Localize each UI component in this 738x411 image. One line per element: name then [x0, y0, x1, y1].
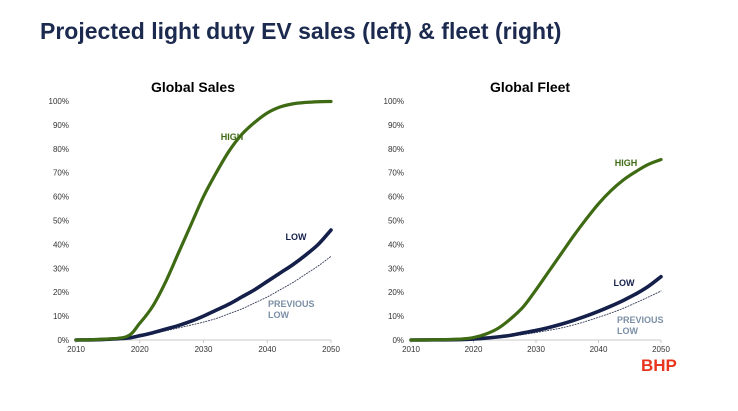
fleet-y-tick-label: 90%	[388, 121, 404, 130]
fleet-y-tick-label: 30%	[388, 264, 404, 273]
sales-high-line	[74, 99, 333, 342]
fleet-x-tick-label: 2020	[465, 345, 483, 354]
sales-y-tick-label: 40%	[53, 240, 69, 249]
fleet-y-tick-label: 70%	[388, 169, 404, 178]
sales-x-tick-label: 2010	[67, 345, 85, 354]
fleet-x-tick-label: 2010	[402, 345, 420, 354]
sales-y-tick-label: 70%	[53, 169, 69, 178]
fleet-high-line	[409, 157, 663, 342]
sales-y-tick-label: 30%	[53, 264, 69, 273]
fleet-low-label: LOW	[614, 278, 635, 288]
sales-chart-title: Global Sales	[151, 79, 235, 95]
fleet-y-tick-label: 10%	[388, 312, 404, 321]
bhp-logo: BHP	[641, 356, 677, 375]
sales-x-tick-label: 2050	[322, 345, 340, 354]
sales-y-tick-label: 10%	[53, 312, 69, 321]
sales-x-tick-label: 2040	[258, 345, 276, 354]
fleet-x-tick-label: 2050	[652, 345, 670, 354]
fleet-chart: Global Fleet 0% 10% 20% 30% 40% 50% 60% 70% 80% 90…	[384, 79, 671, 354]
sales-low-line	[74, 228, 333, 342]
sales-previous-low-line	[75, 255, 332, 341]
sales-y-tick-label: 100%	[49, 97, 69, 106]
sales-y-tick-label: 0%	[57, 336, 69, 345]
sales-low-label: LOW	[286, 232, 307, 242]
sales-y-tick-label: 50%	[53, 217, 69, 226]
sales-y-tick-label: 90%	[53, 121, 69, 130]
fleet-y-tick-label: 40%	[388, 240, 404, 249]
sales-y-tick-label: 80%	[53, 145, 69, 154]
fleet-x-tick-label: 2030	[527, 345, 545, 354]
fleet-y-tick-label: 80%	[388, 145, 404, 154]
fleet-chart-title: Global Fleet	[490, 79, 570, 95]
sales-x-tick-label: 2020	[131, 345, 149, 354]
fleet-y-tick-label: 20%	[388, 288, 404, 297]
sales-y-tick-label: 20%	[53, 288, 69, 297]
fleet-y-tick-label: 50%	[388, 217, 404, 226]
sales-y-tick-label: 60%	[53, 193, 69, 202]
fleet-y-tick-label: 100%	[384, 97, 404, 106]
sales-x-tick-label: 2030	[195, 345, 213, 354]
sales-high-label: HIGH	[221, 132, 244, 142]
fleet-y-tick-label: 60%	[388, 193, 404, 202]
sales-chart: Global Sales 0% 10% 20% 30% 40% 50% 60% 70% 80% 90…	[49, 79, 341, 354]
fleet-previous-low-label: PREVIOUS LOW	[617, 315, 664, 336]
sales-previous-low-label: PREVIOUS LOW	[268, 299, 315, 320]
fleet-high-label: HIGH	[615, 158, 638, 168]
slide-title: Projected light duty EV sales (left) & f…	[40, 18, 562, 44]
fleet-y-tick-label: 0%	[392, 336, 404, 345]
fleet-x-tick-label: 2040	[590, 345, 608, 354]
